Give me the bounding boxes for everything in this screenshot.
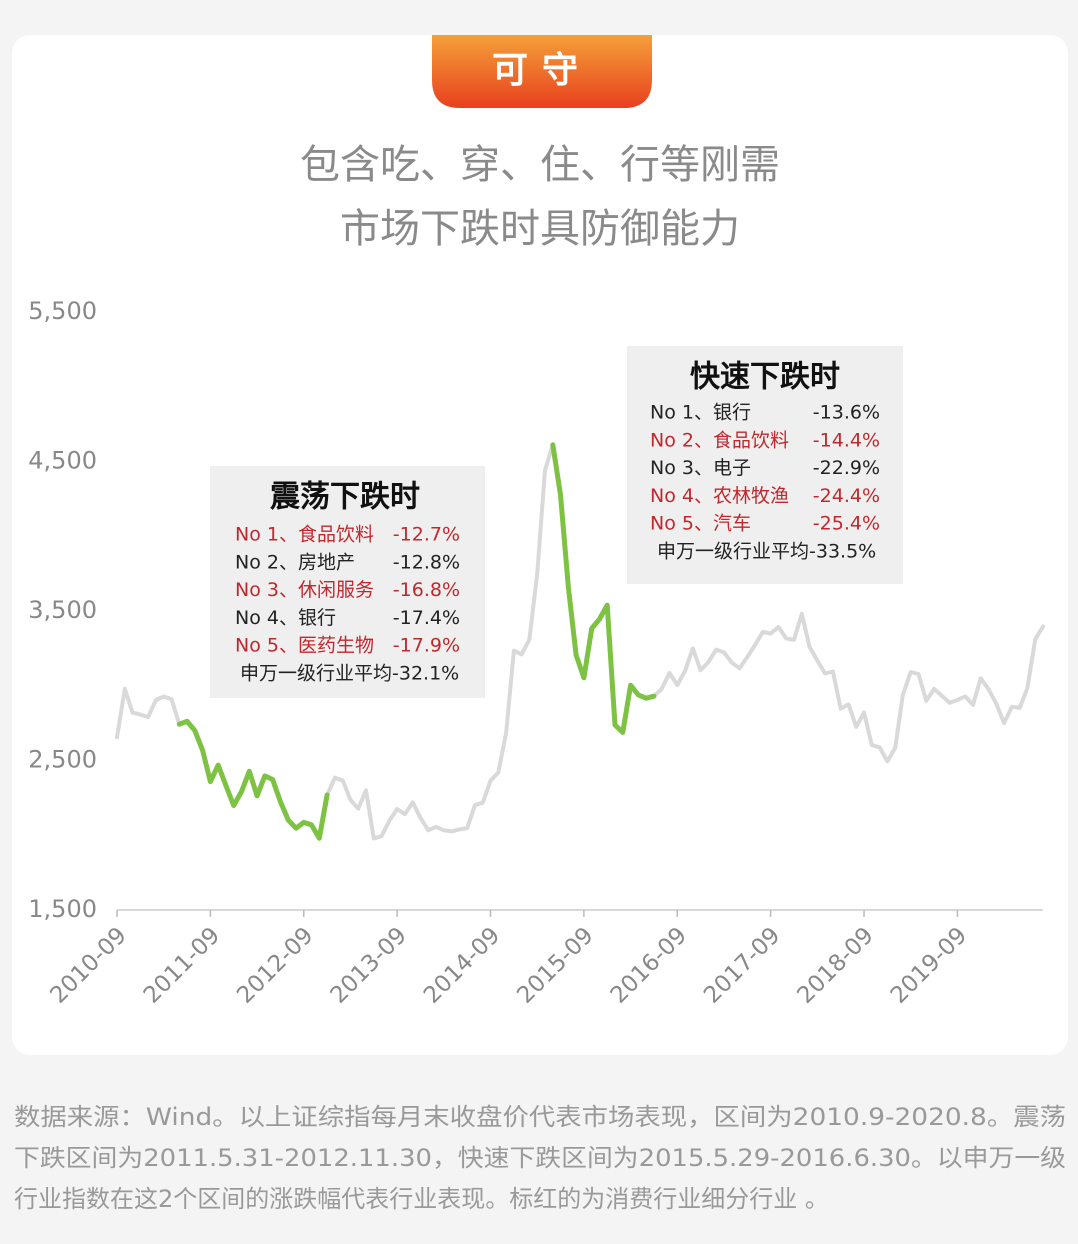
title: 包含吃、穿、住、行等刚需 — [300, 142, 780, 188]
annotation-value: -22.9% — [813, 457, 880, 479]
annotation-footer: 申万一级行业平均-32.1% — [240, 663, 459, 685]
annotation-value: -17.9% — [393, 635, 460, 657]
annotation-title: 快速下跌时 — [690, 360, 840, 395]
annotation-label: No 2、食品饮料 — [650, 429, 789, 451]
footnote: 行业指数在这2个区间的涨跌幅代表行业表现。标红的为消费行业细分行业 。 — [14, 1185, 829, 1213]
y-tick-label: 5,500 — [28, 297, 97, 325]
series-line — [176, 442, 657, 841]
y-tick-label: 1,500 — [28, 895, 97, 923]
annotation-title: 震荡下跌时 — [270, 480, 420, 515]
y-tick-label: 2,500 — [28, 746, 97, 774]
annotation-label: No 5、医药生物 — [235, 635, 374, 657]
annotation-value: -16.8% — [393, 579, 460, 601]
annotation-footer: 申万一级行业平均-33.5% — [657, 541, 876, 563]
annotation-label: No 4、银行 — [235, 607, 336, 629]
annotation-value: -24.4% — [813, 485, 880, 507]
annotation-box — [627, 346, 903, 584]
annotation-label: No 3、电子 — [650, 457, 751, 479]
y-tick-label: 4,500 — [28, 447, 97, 475]
annotation-label: No 5、汽车 — [650, 513, 751, 535]
tab-label: 可守 — [492, 50, 592, 91]
annotation-box — [210, 466, 485, 698]
annotation-value: -14.4% — [813, 429, 880, 451]
annotation-value: -17.4% — [393, 607, 460, 629]
annotation-label: No 1、银行 — [650, 402, 751, 424]
annotation-label: No 1、食品饮料 — [235, 524, 374, 546]
y-tick-label: 3,500 — [28, 596, 97, 624]
tab — [432, 35, 652, 108]
annotation-label: No 4、农林牧渔 — [650, 485, 789, 507]
title: 市场下跌时具防御能力 — [340, 206, 740, 252]
footnote: 数据来源：Wind。以上证综指每月末收盘价代表市场表现，区间为2010.9-20… — [14, 1103, 1066, 1131]
annotation-value: -13.6% — [813, 402, 880, 424]
annotation-label: No 3、休闲服务 — [235, 579, 374, 601]
annotation-value: -25.4% — [813, 513, 880, 535]
annotation-value: -12.8% — [393, 551, 460, 573]
annotation-label: No 2、房地产 — [235, 551, 355, 573]
footnote: 下跌区间为2011.5.31-2012.11.30，快速下跌区间为2015.5.… — [14, 1144, 1066, 1172]
annotation-value: -12.7% — [393, 524, 460, 546]
